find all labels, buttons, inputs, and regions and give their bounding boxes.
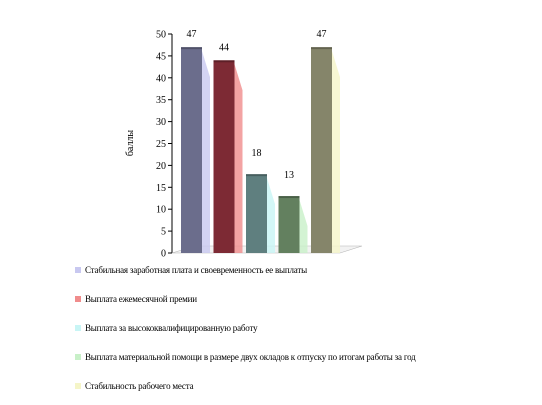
bar-top [311,47,332,50]
legend-label: Выплата материальной помощи в размере дв… [85,351,416,362]
bar [278,196,300,253]
bar-shadow [234,64,243,253]
y-tick-label: 10 [156,205,166,216]
bar [311,47,332,253]
y-tick-label: 40 [156,73,166,84]
legend-label: Стабильная заработная плата и своевремен… [85,264,307,275]
bar-shadow [267,178,275,253]
bar-shadow [332,51,340,253]
legend-item: Стабильная заработная плата и своевремен… [75,264,307,276]
y-tick-label: 5 [161,227,166,238]
bar-top [246,174,267,177]
bar-shadow [299,200,308,253]
bar [181,47,202,253]
data-label: 44 [219,42,229,53]
y-tick-label: 45 [156,51,166,62]
legend-item: Выплата материальной помощи в размере дв… [75,351,416,363]
y-tick-label: 0 [161,249,166,260]
legend-swatch [75,266,81,273]
y-tick-label: 25 [156,139,166,150]
y-tick-label: 30 [156,117,166,128]
legend-swatch [75,295,81,302]
bar-top [213,60,235,63]
y-tick-label: 20 [156,161,166,172]
legend-item: Выплата ежемесячной премии [75,293,197,305]
legend-swatch [75,382,81,389]
legend-item: Стабильность рабочего места [75,380,194,392]
y-tick-label: 50 [156,30,166,41]
data-label: 47 [317,29,327,40]
bar-top [278,196,300,199]
legend-item: Выплата за высококвалифицированную работ… [75,322,258,334]
y-axis-label: баллы [125,130,136,157]
bar [213,60,235,253]
data-label: 47 [187,29,197,40]
legend-swatch [75,353,81,360]
data-label: 18 [252,148,262,159]
bar-top [181,47,202,50]
y-tick-label: 35 [156,95,166,106]
bar-chart: баллы 0 5 10 15 20 25 30 35 40 45 50 47 44 18 13 47 [125,29,363,260]
bar [246,174,267,253]
bar-shadow [202,51,210,253]
legend-swatch [75,324,81,331]
y-tick-label: 15 [156,183,166,194]
legend-label: Выплата за высококвалифицированную работ… [85,322,258,333]
legend-label: Выплата ежемесячной премии [85,293,197,304]
data-label: 13 [284,170,294,181]
legend-label: Стабильность рабочего места [85,380,194,391]
